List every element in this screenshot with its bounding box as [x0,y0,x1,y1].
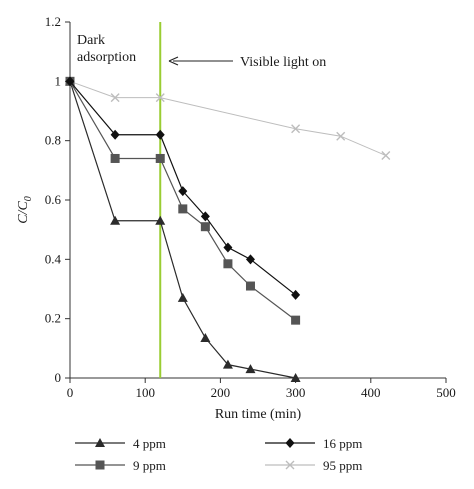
annotation-dark-line1: Dark [77,33,105,48]
data-point [222,359,233,369]
data-point [155,93,165,103]
x-tick-label: 300 [286,385,306,400]
x-axis-title: Run time (min) [215,407,302,422]
data-point [381,151,391,160]
y-tick-label: 1.2 [45,14,61,29]
data-point [110,93,120,103]
y-tick-label: 0.6 [45,192,62,207]
legend-item: 4 ppm [75,436,166,451]
series-line [69,81,296,321]
annotation-visible-light: Visible light on [240,55,326,70]
data-point [336,131,346,141]
ticks: 0 100 200 300 400 500 0 0.2 0.4 0.6 0.8 1 1.2 [45,14,456,400]
series-line [69,80,387,156]
legend-marker [285,460,295,470]
series-16-ppm [65,76,301,300]
legend-label: 9 ppm [133,458,166,473]
legend-label: 4 ppm [133,436,166,451]
series-95-ppm [65,76,391,160]
y-axis-title-group: C/C0 [16,196,34,224]
data-point [245,364,256,374]
y-axis-title-sub: 0 [23,196,34,201]
data-point [291,289,301,300]
annotation-arrow [168,56,233,66]
data-point [155,215,166,225]
data-point [65,76,75,87]
data-point [223,242,233,253]
data-point [178,204,188,214]
data-point [110,129,120,140]
annotation-dark-line2: adsorption [77,50,136,65]
data-point [200,332,211,342]
data-point [177,292,188,302]
legend-label: 16 ppm [323,436,362,451]
y-tick-label: 1 [55,73,62,88]
data-point [200,211,210,222]
y-axis-title: C/C0 [16,196,34,224]
data-point [290,373,301,382]
x-tick-label: 400 [361,385,381,400]
legend-item: 16 ppm [265,436,362,451]
series-layer [65,76,391,382]
legend-item: 95 ppm [265,458,362,473]
legend: 4 ppm 9 ppm 16 ppm 95 ppm [75,436,362,473]
axes [69,22,446,379]
legend-marker [95,438,105,447]
legend-item: 9 ppm [75,458,166,473]
y-tick-label: 0.8 [45,133,61,148]
series-4-ppm [65,76,301,382]
x-tick-label: 0 [67,385,74,400]
x-tick-label: 100 [135,385,155,400]
legend-marker [285,438,295,448]
data-point [110,153,120,163]
data-point [200,222,210,232]
series-line [69,81,296,379]
data-point [291,315,301,325]
data-point [291,124,301,134]
data-point [110,215,121,225]
y-tick-label: 0.4 [45,251,62,266]
y-tick-label: 0 [55,370,62,385]
data-point [245,254,255,265]
data-point [155,129,165,140]
x-tick-label: 500 [436,385,456,400]
series-9-ppm [65,76,301,325]
y-tick-label: 0.2 [45,311,61,326]
series-line [69,80,296,296]
x-tick-label: 200 [211,385,231,400]
data-point [178,186,188,197]
y-axis-title-main: C/C [16,201,31,224]
data-point [223,259,233,269]
data-point [155,153,165,163]
legend-marker [95,460,105,470]
data-point [245,281,255,291]
annotation-arrow-head [168,56,179,66]
legend-label: 95 ppm [323,458,362,473]
